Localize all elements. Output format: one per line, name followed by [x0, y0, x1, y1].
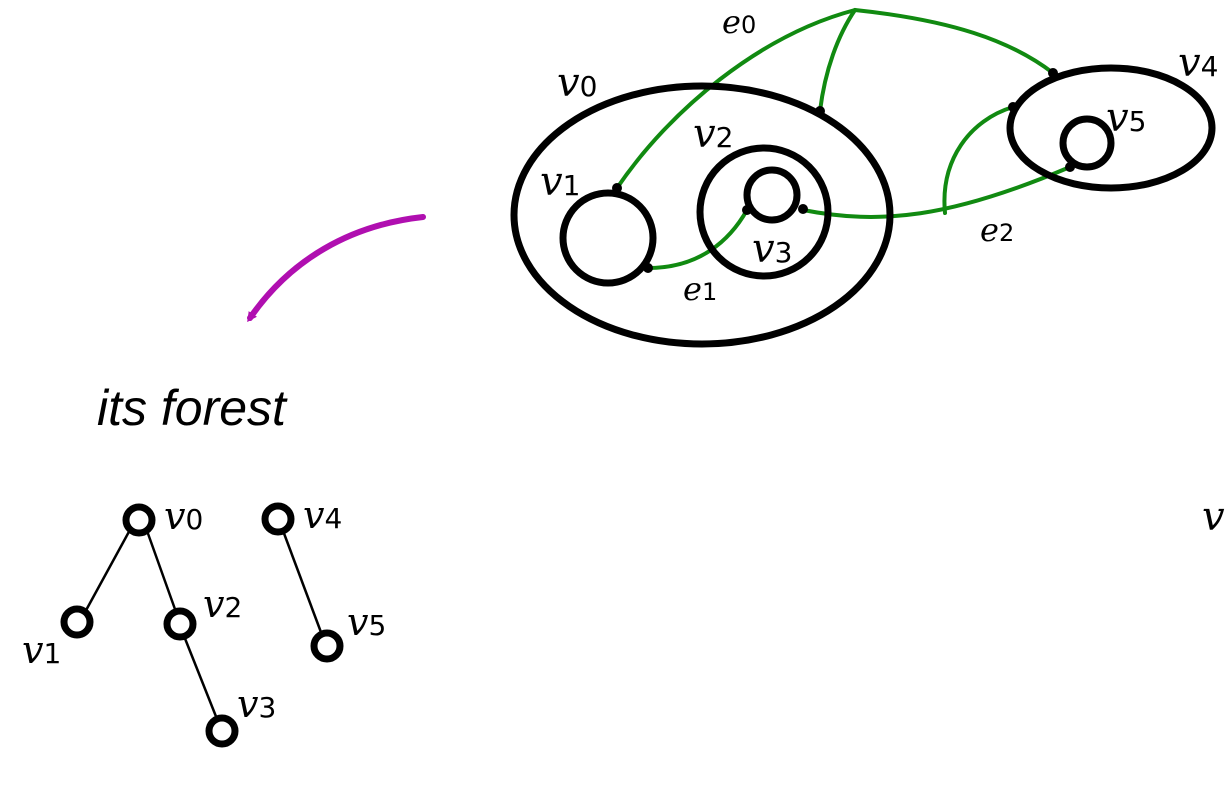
forest-node-v4: [261, 502, 295, 536]
cropped-label-v: v: [1202, 494, 1225, 540]
label-v1: v1: [540, 159, 580, 205]
label-e1: e1: [683, 270, 717, 308]
forest-edges: [82, 527, 324, 720]
forest-label-v3: v3: [237, 682, 276, 726]
forest-node-v5: [310, 629, 344, 663]
forest-edge-v0-v1: [82, 527, 133, 615]
label-e0: e0: [722, 3, 756, 41]
forest-label-v0: v0: [164, 494, 203, 538]
forest-node-v0: [122, 503, 156, 537]
forest-labels: v0 v1 v2 v3 v4 v5: [22, 493, 386, 726]
label-v0: v0: [557, 60, 597, 106]
forest-node-v3: [205, 714, 239, 748]
caption-its-forest: its forest: [97, 380, 288, 436]
edge-e0-branch-v0: [818, 8, 857, 113]
label-v4: v4: [1178, 40, 1218, 86]
region-v2: [696, 144, 832, 280]
region-group: [510, 64, 1216, 348]
region-labels: v0 v1 v2 v3 v4 v5: [540, 40, 1218, 272]
label-v3: v3: [752, 226, 792, 272]
forest-edge-v4-v5: [280, 527, 324, 636]
forest-node-v1: [60, 605, 94, 639]
forest-edge-v2-v3: [182, 635, 219, 720]
label-v5: v5: [1106, 95, 1146, 141]
forest-label-v2: v2: [203, 582, 242, 626]
edge-labels: e0 e1 e2: [683, 3, 1014, 308]
region-v4: [1006, 64, 1216, 192]
edge-e2-main: [801, 165, 1072, 219]
transform-arrow: [247, 214, 426, 323]
forest-label-v5: v5: [347, 600, 386, 644]
region-v1: [559, 189, 657, 287]
forest-label-v1: v1: [22, 628, 61, 672]
forest-node-v2: [163, 607, 197, 641]
region-v0: [510, 82, 894, 348]
edge-endpoint: [798, 204, 808, 214]
region-v3: [743, 166, 801, 224]
edge-e0-branch-v1: [615, 8, 857, 190]
edge-group: [615, 8, 1072, 270]
forest-nodes: [60, 502, 344, 748]
forest-edge-v0-v2: [144, 527, 178, 613]
region-v5: [1059, 115, 1115, 171]
label-v2: v2: [693, 111, 733, 157]
edge-e0-branch-v4: [853, 8, 1055, 75]
edge-e2-branch: [942, 105, 1015, 215]
label-e2: e2: [980, 211, 1014, 249]
forest-label-v4: v4: [303, 493, 342, 537]
